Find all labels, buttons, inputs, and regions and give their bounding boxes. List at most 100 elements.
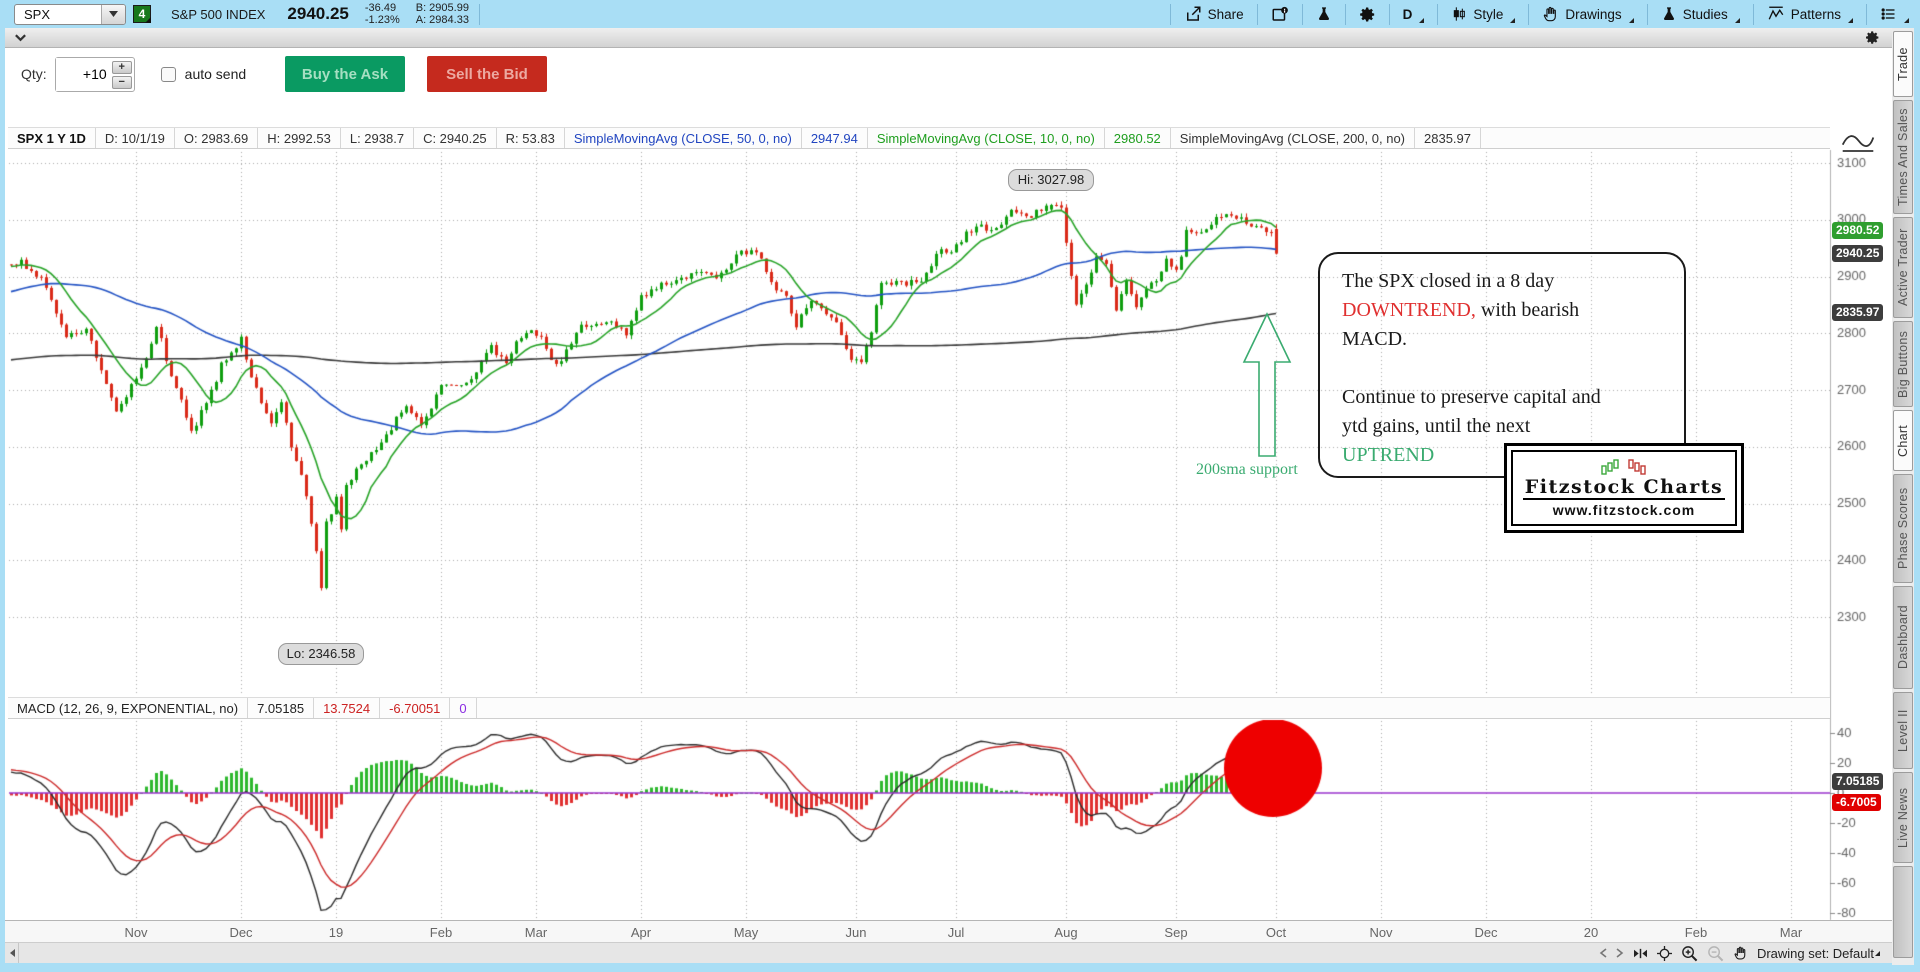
auto-send-checkbox[interactable] (160, 66, 176, 82)
sidebar-tab-active-trader[interactable]: Active Trader (1893, 217, 1913, 318)
time-axis: Nov Dec 19 Feb Mar Apr May Jun Jul Aug Sep Oct Nov De… (5, 920, 1892, 942)
axis-price-bubble: -6.7005 (1832, 794, 1881, 812)
order-entry-bar: Qty: + − auto send Buy the Ask Sell the … (5, 48, 1892, 100)
note-line: DOWNTREND, with bearish (1342, 299, 1580, 321)
note-line (1342, 354, 1684, 383)
time-axis-label: Aug (1054, 925, 1078, 940)
note-line: MACD. (1342, 328, 1408, 350)
drawing-set-selector[interactable]: Drawing set: Default (1757, 946, 1880, 961)
zoom-in-icon[interactable] (1681, 945, 1698, 962)
analyze-button[interactable] (1305, 0, 1343, 28)
studies-button[interactable]: Studies (1650, 0, 1751, 28)
symbol-select[interactable]: SPX (14, 3, 126, 25)
page-info-icon (1271, 5, 1289, 23)
bid-ask: B: 2905.99 A: 2984.33 (415, 2, 469, 26)
style-button[interactable]: Style (1440, 0, 1526, 28)
axis-price-bubble: 2835.97 (1832, 303, 1884, 321)
time-axis-label: Feb (1684, 925, 1708, 940)
divider (1256, 3, 1258, 25)
bottom-toolbar: Drawing set: Default (5, 942, 1892, 963)
crosshair-icon[interactable] (1656, 945, 1672, 961)
sidebar-tab-level-ii[interactable]: Level II (1893, 692, 1913, 769)
sidebar-tab-big-buttons[interactable]: Big Buttons (1893, 321, 1913, 407)
buy-ask-button[interactable]: Buy the Ask (285, 56, 405, 92)
time-axis-label: Mar (524, 925, 548, 940)
qty-increase-button[interactable]: + (111, 60, 132, 74)
pan-right-icon[interactable] (1616, 948, 1624, 958)
axis-price-bubble: 2940.25 (1832, 244, 1884, 262)
last-price: 2940.25 (287, 4, 349, 23)
scroll-left-button[interactable] (5, 943, 19, 963)
hand-draw-icon (1542, 5, 1559, 23)
right-sidebar: Trade Times And Sales Active Trader Big But… (1892, 28, 1914, 965)
symbol-value: SPX (24, 6, 51, 22)
logo-title: Fitzstock Charts (1522, 475, 1726, 500)
divider (478, 3, 480, 25)
qty-label: Qty: (21, 66, 47, 82)
hand-pan-icon[interactable] (1733, 945, 1748, 961)
time-axis-label: Nov (124, 925, 148, 940)
expand-horizontal-icon[interactable] (1633, 947, 1648, 960)
time-axis-label: Apr (630, 925, 652, 940)
sidebar-tab-chart[interactable]: Chart (1893, 410, 1913, 471)
macd-header: MACD (12, 26, 9, EXPONENTIAL, no) 7.05185… (8, 697, 1830, 719)
divider (1388, 3, 1390, 25)
symbol-dropdown-button[interactable] (101, 4, 125, 24)
auto-send-label: auto send (184, 66, 247, 82)
sidebar-tab-live-news[interactable]: Live News (1893, 772, 1913, 863)
sidebar-tab-times-and-sales[interactable]: Times And Sales (1893, 100, 1913, 214)
time-axis-label: Feb (429, 925, 453, 940)
time-axis-label: Sep (1164, 925, 1188, 940)
divider (1528, 3, 1530, 25)
qty-decrease-button[interactable]: − (111, 75, 132, 89)
pan-left-icon[interactable] (1599, 948, 1607, 958)
axis-price-bubble: 2980.52 (1832, 221, 1884, 239)
linked-group-badge[interactable]: 4 (133, 5, 151, 23)
chevron-down-icon[interactable] (14, 33, 27, 42)
chart-menu-button[interactable] (1869, 0, 1920, 28)
qty-input[interactable] (55, 57, 110, 91)
macd-cell: 0 (450, 698, 477, 718)
panel-collapse-bar (5, 28, 1892, 48)
quantity-stepper[interactable]: + − (54, 56, 135, 92)
uptrend-arrow[interactable] (1238, 310, 1296, 460)
dropdown-corner (1875, 950, 1880, 956)
price-change: -36.49 -1.23% (364, 2, 400, 26)
sidebar-tab-empty (1893, 866, 1913, 958)
time-axis-label: Mar (1779, 925, 1803, 940)
time-axis-label: 19 (328, 925, 344, 940)
time-axis-label: 20 (1583, 925, 1599, 940)
time-axis-label: Oct (1265, 925, 1287, 940)
gear-icon (1359, 6, 1376, 23)
note-line: ytd gains, until the next (1342, 415, 1531, 437)
drawings-button[interactable]: Drawings (1531, 0, 1644, 28)
divider (1752, 3, 1754, 25)
top-toolbar: SPX 4 S&P 500 INDEX 2940.25 -36.49 -1.23%… (0, 0, 1920, 28)
sidebar-tab-trade[interactable]: Trade (1893, 31, 1913, 97)
chart-settings-gear-icon[interactable] (1865, 30, 1880, 45)
share-icon (1184, 5, 1202, 23)
settings-button[interactable] (1348, 0, 1387, 28)
ohlc-cell: SimpleMovingAvg (CLOSE, 50, 0, no) (565, 128, 802, 148)
dropdown-corner (1734, 18, 1740, 23)
timeframe-button[interactable]: D (1392, 0, 1436, 28)
line-style-icon[interactable] (1840, 130, 1876, 154)
divider (1301, 3, 1303, 25)
macd-cell: MACD (12, 26, 9, EXPONENTIAL, no) (8, 698, 249, 718)
dropdown-corner (1904, 18, 1909, 23)
fitzstock-logo: Fitzstock Charts www.fitzstock.com (1504, 443, 1744, 533)
patterns-button[interactable]: Patterns (1756, 0, 1864, 28)
sidebar-tab-dashboard[interactable]: Dashboard (1893, 586, 1913, 689)
sidebar-tab-phase-scores[interactable]: Phase Scores (1893, 474, 1913, 583)
time-axis-label: Nov (1369, 925, 1393, 940)
time-axis-label: Jun (845, 925, 867, 940)
ohlc-cell: O: 2983.69 (175, 128, 259, 148)
sma-support-note[interactable]: 200sma support (1196, 461, 1298, 478)
report-button[interactable] (1260, 0, 1300, 28)
share-button[interactable]: Share (1173, 0, 1255, 28)
divider (1169, 3, 1171, 25)
divider (1437, 3, 1439, 25)
zoom-out-icon[interactable] (1707, 945, 1724, 962)
sell-bid-button[interactable]: Sell the Bid (427, 56, 547, 92)
macd-cell: -6.70051 (380, 698, 451, 718)
